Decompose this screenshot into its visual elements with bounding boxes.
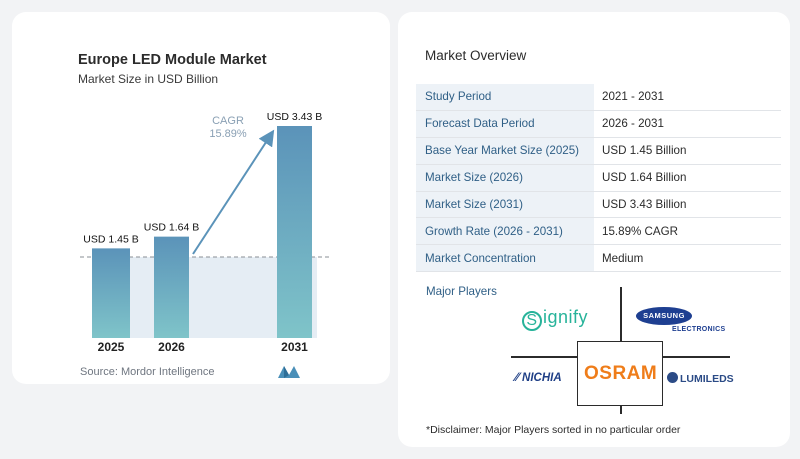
data-label-2026: USD 1.64 B [144,222,199,234]
players-grid-divider [620,406,622,414]
row-label: Forecast Data Period [416,110,594,137]
lumileds-logo: LUMILEDS [667,372,734,385]
nichia-logo: ⁄⁄ NICHIA [515,372,562,384]
lumileds-logo-text: LUMILEDS [680,373,734,385]
row-value: Medium [602,251,644,265]
row-label: Study Period [416,84,594,110]
row-value: 2026 - 2031 [602,117,664,131]
table-row: Growth Rate (2026 - 2031) 15.89% CAGR [416,218,781,246]
cagr-value: 15.89% [209,128,247,140]
players-grid-divider [663,356,730,358]
bar-2026 [154,236,189,338]
cagr-arrow [192,129,275,255]
row-value: USD 1.64 Billion [602,171,687,185]
samsung-logo-sub: ELECTRONICS [672,326,726,333]
osram-box [577,341,663,406]
disclaimer-text: *Disclaimer: Major Players sorted in no … [426,424,681,436]
row-label: Market Size (2026) [416,164,594,191]
row-value: USD 3.43 Billion [602,198,687,211]
signify-logo-text: ignify [543,307,589,327]
chart-title: Europe LED Module Market [78,52,267,68]
x-tick-label-2031: 2031 [281,340,308,354]
row-label: Base Year Market Size (2025) [416,137,594,164]
samsung-logo: SAMSUNG ELECTRONICS [632,307,725,333]
players-grid-divider [511,356,577,358]
lumileds-dot-icon [667,372,678,383]
table-row: Study Period 2021 - 2031 [416,84,781,111]
x-tick-label-2026: 2026 [158,340,185,354]
data-label-2025: USD 1.45 B [83,233,138,245]
row-value: USD 1.45 Billion [602,144,687,158]
table-row: Forecast Data Period 2026 - 2031 [416,110,781,138]
source-text: Source: Mordor Intelligence [80,366,215,378]
row-value: 2021 - 2031 [602,90,664,104]
cagr-label: CAGR [212,115,244,127]
chart-subtitle: Market Size in USD Billion [78,72,219,86]
nichia-slash-icon: ⁄⁄ [515,372,523,384]
players-grid-divider [620,287,622,342]
samsung-logo-text: SAMSUNG [636,307,692,325]
x-tick-label-2025: 2025 [98,340,125,354]
row-label: Growth Rate (2026 - 2031) [416,218,594,245]
data-label-2031: USD 3.43 B [267,111,322,123]
nichia-logo-text: NICHIA [522,372,562,384]
bar-2031 [277,126,312,338]
row-label: Market Concentration [416,245,594,272]
table-row: Market Size (2026) USD 1.64 Billion [416,164,781,192]
overview-table: Study Period 2021 - 2031 Forecast Data Pe… [416,84,781,273]
major-players-label: Major Players [426,285,497,298]
osram-logo: OSRAM [584,363,658,384]
row-label: Market Size (2031) [416,191,594,218]
bar-2025 [92,248,130,338]
signify-logo-initial: S [522,311,542,331]
overview-title: Market Overview [425,48,527,63]
table-row: Base Year Market Size (2025) USD 1.45 Bil… [416,137,781,165]
mordor-logo-icon [278,366,300,378]
table-row: Market Size (2031) USD 3.43 Billion [416,191,781,219]
row-value: 15.89% CAGR [602,224,679,238]
bar-chart: USD 1.45 B 2025 USD 1.64 B 2026 USD 3.43 B 20… [80,111,330,354]
table-row: Market Concentration Medium [416,245,781,273]
